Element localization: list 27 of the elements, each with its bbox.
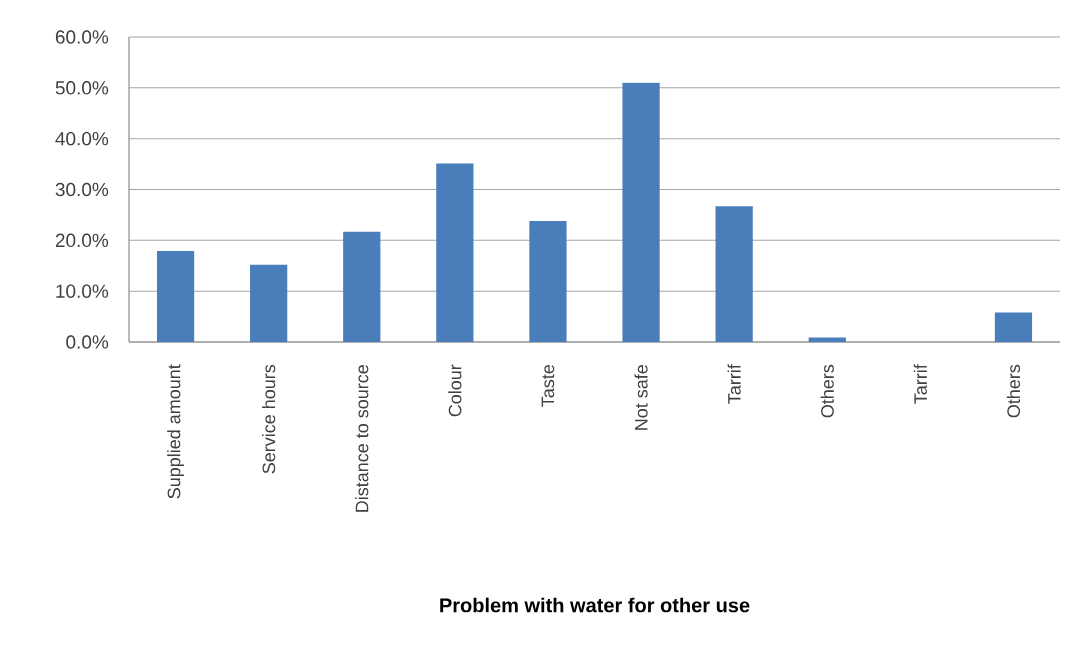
x-tick-label: Tarrif xyxy=(727,364,741,404)
bar xyxy=(436,163,474,342)
bar xyxy=(343,231,381,342)
bar xyxy=(250,264,288,342)
y-tick-label: 30.0% xyxy=(55,182,109,197)
bar xyxy=(808,337,846,342)
x-axis-title: Problem with water for other use xyxy=(440,597,750,613)
x-tick-label: Others xyxy=(1006,364,1021,418)
y-tick-label: 0.0% xyxy=(66,335,109,349)
y-tick-label: 10.0% xyxy=(56,284,109,298)
x-tick-label: Colour xyxy=(448,364,462,417)
y-tick-label: 50.0% xyxy=(55,81,109,95)
bar xyxy=(529,221,567,342)
y-tick-label: 20.0% xyxy=(55,233,109,248)
y-tick-label: 40.0% xyxy=(55,131,109,146)
x-tick-label: Tarrif xyxy=(913,364,927,404)
bar xyxy=(622,82,660,342)
x-tick-label: Taste xyxy=(541,364,555,407)
y-tick-label: 60.0% xyxy=(55,30,109,44)
bar xyxy=(994,312,1033,342)
x-tick-label: Supplied amount xyxy=(167,364,184,499)
bar xyxy=(156,251,195,342)
x-tick-label: Distance to source xyxy=(355,365,369,512)
bar xyxy=(715,206,753,342)
x-tick-label: Service hours xyxy=(262,364,276,474)
x-tick-label: Others xyxy=(820,364,834,418)
x-tick-label: Not safe xyxy=(634,365,648,430)
